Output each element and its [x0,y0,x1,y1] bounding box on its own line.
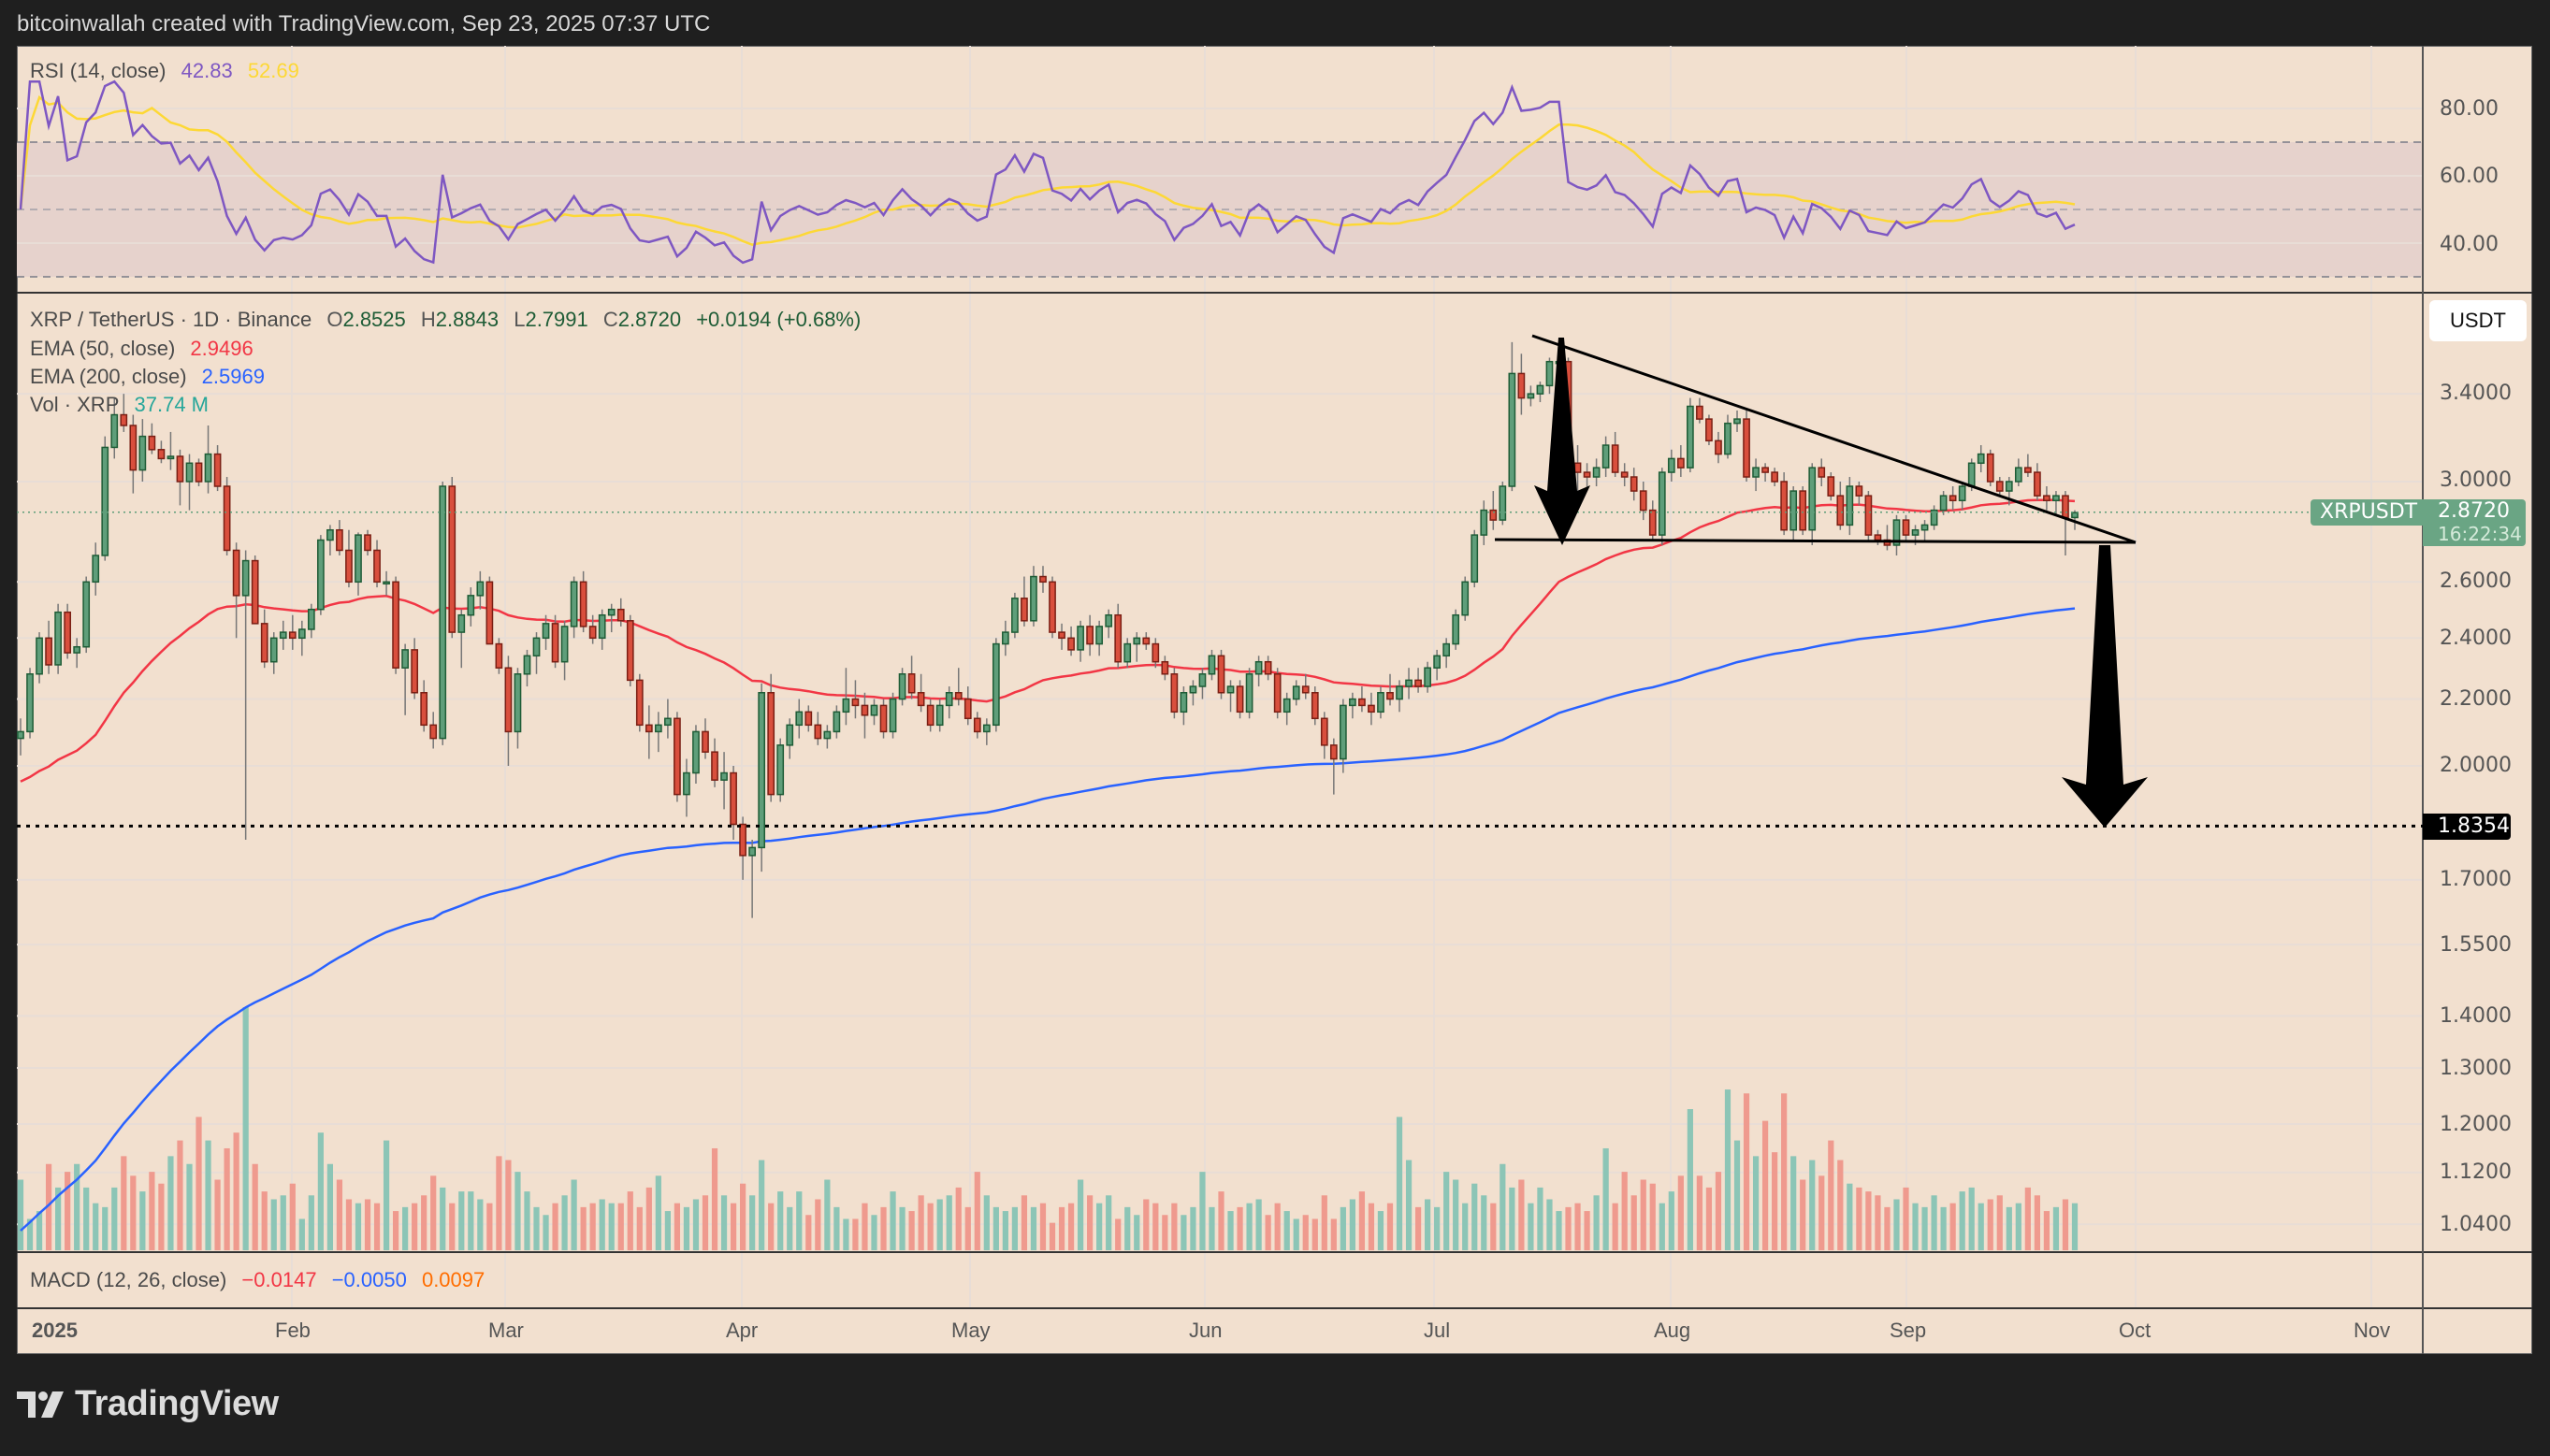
change-value: +0.0194 (+0.68%) [696,308,862,331]
volume-value: 37.74 M [134,393,210,416]
price-tick: 2.4000 [2440,627,2512,650]
last-price-tag: 2.8720 16:22:34 [2423,499,2526,546]
high-value: 2.8843 [435,308,500,331]
chart-credit: bitcoinwallah created with TradingView.c… [17,11,711,36]
close-value: 2.8720 [617,308,682,331]
ema200-legend[interactable]: EMA (200, close) 2.5969 [30,365,265,388]
volume-legend[interactable]: Vol · XRP 37.74 M [30,393,210,416]
ema50-value: 2.9496 [190,337,254,360]
macd-signal-value: −0.0050 [331,1268,407,1291]
price-tick: 3.4000 [2440,382,2512,405]
price-tick: 3.0000 [2440,469,2512,492]
price-tick: 1.5500 [2440,933,2512,957]
rsi-value: 42.83 [181,59,233,82]
price-tick: 1.1200 [2440,1160,2512,1184]
rsi-legend: RSI (14, close) 42.83 52.69 [30,59,309,83]
price-tick: 2.2000 [2440,687,2512,711]
time-tick: Nov [2354,1319,2391,1342]
ema50-legend[interactable]: EMA (50, close) 2.9496 [30,337,254,360]
time-tick: Apr [726,1319,759,1342]
brand-name: TradingView [75,1384,279,1423]
rsi-label: RSI (14, close) [30,59,167,82]
price-tick: 1.3000 [2440,1057,2512,1080]
macd-legend[interactable]: MACD (12, 26, close) −0.0147 −0.0050 0.0… [30,1268,485,1291]
target-price-tag: 1.8354 [2423,814,2511,840]
time-tick: May [951,1319,991,1342]
price-tick: 1.4000 [2440,1004,2512,1028]
symbol-legend: XRP / TetherUS · 1D · Binance O2.8525 H2… [30,308,862,331]
price-tick: 2.6000 [2440,569,2512,593]
chart-canvas[interactable] [17,46,2532,1354]
macd-value: −0.0147 [241,1268,317,1291]
time-tick: Sep [1890,1319,1927,1342]
price-tick: 1.2000 [2440,1113,2512,1136]
price-tick: 1.7000 [2440,868,2512,891]
time-tick: Oct [2119,1319,2152,1342]
ema200-value: 2.5969 [201,365,265,388]
rsi-axis-40: 40.00 [2440,233,2499,256]
currency-button[interactable]: USDT [2429,300,2527,341]
time-tick: Mar [488,1319,524,1342]
rsi-axis-80: 80.00 [2440,97,2499,121]
bar-countdown: 16:22:34 [2438,523,2522,545]
time-tick: Jun [1189,1319,1223,1342]
rsi-ma-value: 52.69 [247,59,299,82]
time-tick-year: 2025 [32,1319,78,1342]
price-tick: 2.0000 [2440,754,2512,777]
tradingview-logo-icon [17,1391,64,1418]
time-tick: Feb [275,1319,311,1342]
tradingview-logo[interactable]: TradingView [17,1384,279,1424]
price-tick: 1.0400 [2440,1213,2512,1236]
time-tick: Jul [1424,1319,1451,1342]
symbol-title: XRP / TetherUS · 1D · Binance [30,308,312,331]
macd-hist-value: 0.0097 [421,1268,485,1291]
open-value: 2.8525 [342,308,406,331]
last-price: 2.8720 [2438,499,2510,523]
rsi-axis-60: 60.00 [2440,165,2499,188]
time-tick: Aug [1654,1319,1691,1342]
symbol-price-label: XRPUSDT [2311,499,2427,526]
low-value: 2.7991 [525,308,588,331]
